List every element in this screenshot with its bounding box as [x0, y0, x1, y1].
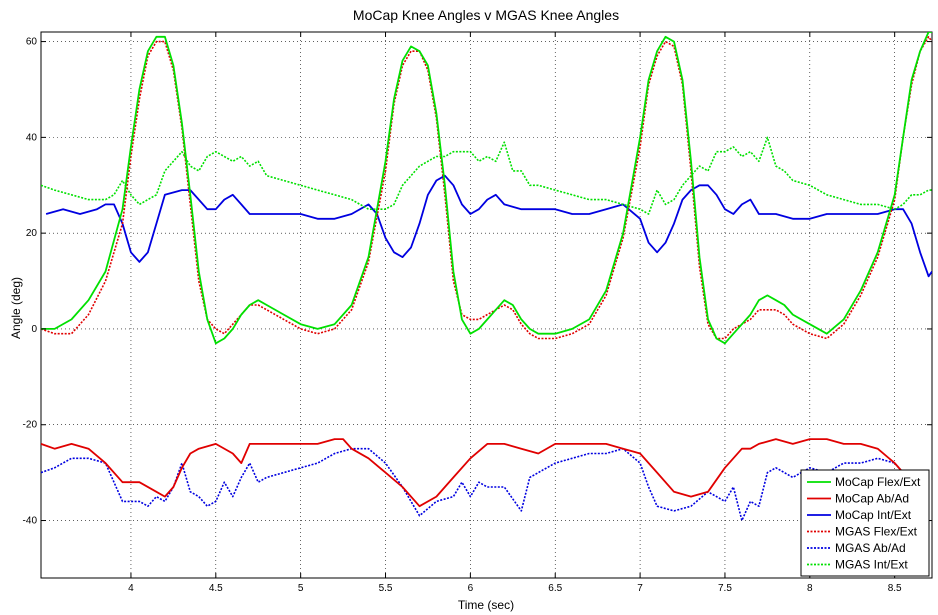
- legend-entry: MGAS Flex/Ext: [835, 525, 918, 539]
- x-tick-label: 4: [128, 583, 134, 594]
- y-tick-label: -40: [23, 516, 38, 527]
- series-line-mocap-int-ext: [45, 174, 932, 278]
- x-tick-label: 8: [807, 583, 813, 594]
- legend-entry: MoCap Ab/Ad: [835, 492, 909, 506]
- y-tick-label: 40: [26, 132, 38, 143]
- x-tick-label: 4.5: [209, 583, 223, 594]
- legend-entry: MGAS Ab/Ad: [835, 541, 906, 555]
- legend-entry: MoCap Int/Ext: [835, 508, 912, 522]
- x-tick-label: 6.5: [548, 583, 562, 594]
- y-axis-title: Angle (deg): [9, 277, 23, 339]
- plot-frame: [40, 31, 933, 579]
- series-layer: [41, 32, 932, 522]
- x-tick-label: 7.5: [718, 583, 732, 594]
- x-tick-label: 5: [298, 583, 304, 594]
- grid: [41, 32, 932, 578]
- series-line-mocap-flex-ext: [41, 32, 932, 345]
- legend-box: [800, 469, 930, 577]
- series-line-mgas-flex-ext: [41, 35, 932, 340]
- x-tick-label: 6: [468, 583, 474, 594]
- x-tick-label: 5.5: [379, 583, 393, 594]
- y-tick-label: -20: [23, 420, 38, 431]
- x-axis-title: Time (sec): [458, 598, 514, 612]
- y-tick-label: 20: [26, 228, 38, 239]
- y-tick-label: 60: [26, 37, 38, 48]
- ticks: 4 4.5 5 5.5 6 6.5 7 7.5 8 8.5 -40 -20 0 20 40 60: [23, 32, 932, 594]
- series-line-mocap-ab-ad: [41, 438, 904, 508]
- legend-entry: MoCap Flex/Ext: [835, 475, 921, 489]
- y-tick-label: 0: [31, 324, 37, 335]
- x-tick-label: 8.5: [888, 583, 902, 594]
- series-line-mgas-int-ext: [41, 136, 932, 215]
- chart-title: MoCap Knee Angles v MGAS Knee Angles: [353, 7, 619, 23]
- legend-entry: MGAS Int/Ext: [835, 558, 908, 572]
- legend: MoCap Flex/Ext MoCap Ab/Ad MoCap Int/Ext MG…: [800, 469, 930, 577]
- x-tick-label: 7: [637, 583, 643, 594]
- series-line-mgas-ab-ad: [41, 447, 904, 522]
